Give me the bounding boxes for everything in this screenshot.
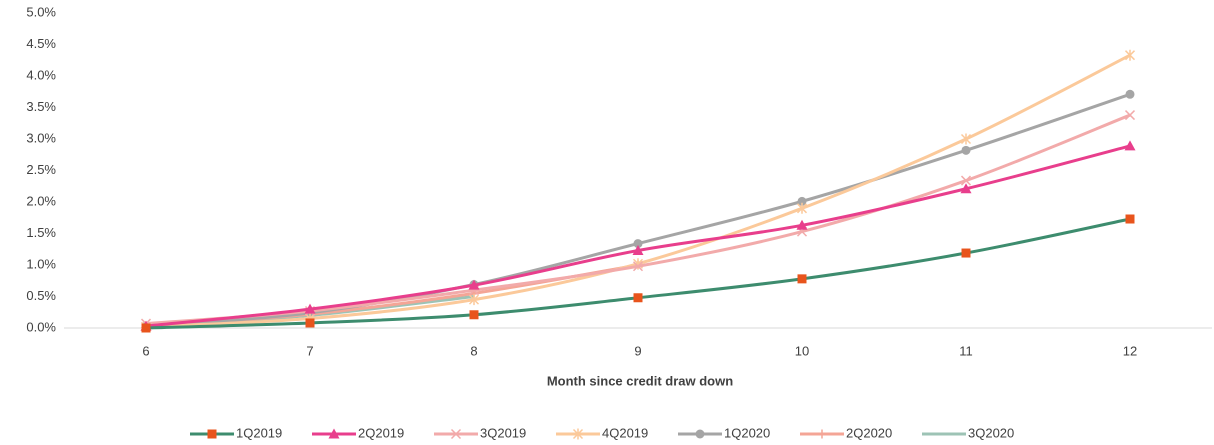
marker xyxy=(961,145,971,155)
marker xyxy=(796,219,808,230)
legend-label: 3Q2019 xyxy=(480,425,526,440)
marker xyxy=(304,303,316,314)
legend-item: 2Q2019 xyxy=(312,425,404,440)
marker xyxy=(305,318,315,328)
marker xyxy=(960,133,972,145)
marker xyxy=(450,428,462,440)
marker xyxy=(960,175,972,186)
series-line xyxy=(145,92,1131,328)
marker xyxy=(961,248,971,258)
marker xyxy=(695,429,705,439)
y-tick-label: 2.0% xyxy=(26,193,56,208)
marker xyxy=(1124,110,1136,121)
y-tick-label: 1.0% xyxy=(26,256,56,271)
legend-label: 3Q2020 xyxy=(968,425,1014,440)
y-tick-label: 1.5% xyxy=(26,225,56,240)
marker xyxy=(960,183,972,194)
x-tick-label: 12 xyxy=(1123,343,1137,358)
marker xyxy=(1125,214,1135,224)
x-tick-label: 8 xyxy=(470,343,477,358)
marker xyxy=(633,293,643,303)
marker xyxy=(1124,140,1136,151)
legend-label: 1Q2020 xyxy=(724,425,770,440)
y-tick-label: 0.0% xyxy=(26,319,56,334)
series-line xyxy=(145,53,1131,329)
marker xyxy=(1125,89,1135,99)
y-tick-label: 4.5% xyxy=(26,36,56,51)
legend-label: 2Q2019 xyxy=(358,425,404,440)
legend-label: 2Q2020 xyxy=(846,425,892,440)
y-tick-label: 4.0% xyxy=(26,67,56,82)
x-tick-label: 11 xyxy=(959,343,973,358)
marker xyxy=(817,429,827,439)
x-tick-label: 10 xyxy=(795,343,809,358)
marker xyxy=(572,428,584,440)
marker xyxy=(141,323,151,333)
y-tick-label: 0.5% xyxy=(26,288,56,303)
y-tick-label: 5.0% xyxy=(26,4,56,19)
marker xyxy=(1124,49,1136,61)
x-tick-label: 9 xyxy=(634,343,641,358)
marker xyxy=(468,294,480,306)
marker xyxy=(469,310,479,320)
marker xyxy=(633,239,643,249)
marker xyxy=(207,429,217,439)
y-tick-label: 3.0% xyxy=(26,130,56,145)
x-tick-label: 7 xyxy=(306,343,313,358)
legend-item: 1Q2020 xyxy=(678,425,770,440)
legend-item: 1Q2019 xyxy=(190,425,282,440)
marker xyxy=(328,428,340,439)
y-tick-label: 2.5% xyxy=(26,162,56,177)
marker xyxy=(796,202,808,214)
legend-item: 3Q2020 xyxy=(922,425,1014,440)
marker xyxy=(468,279,480,290)
marker xyxy=(797,274,807,284)
legend-label: 4Q2019 xyxy=(602,425,648,440)
marker xyxy=(797,196,807,206)
legend-item: 4Q2019 xyxy=(556,425,648,440)
legend-label: 1Q2019 xyxy=(236,425,282,440)
marker xyxy=(632,261,644,272)
marker xyxy=(632,245,644,256)
legend-item: 3Q2019 xyxy=(434,425,526,440)
legend-item: 2Q2020 xyxy=(800,425,892,440)
x-axis-title: Month since credit draw down xyxy=(547,373,733,388)
x-tick-label: 6 xyxy=(142,343,149,358)
y-tick-label: 3.5% xyxy=(26,99,56,114)
